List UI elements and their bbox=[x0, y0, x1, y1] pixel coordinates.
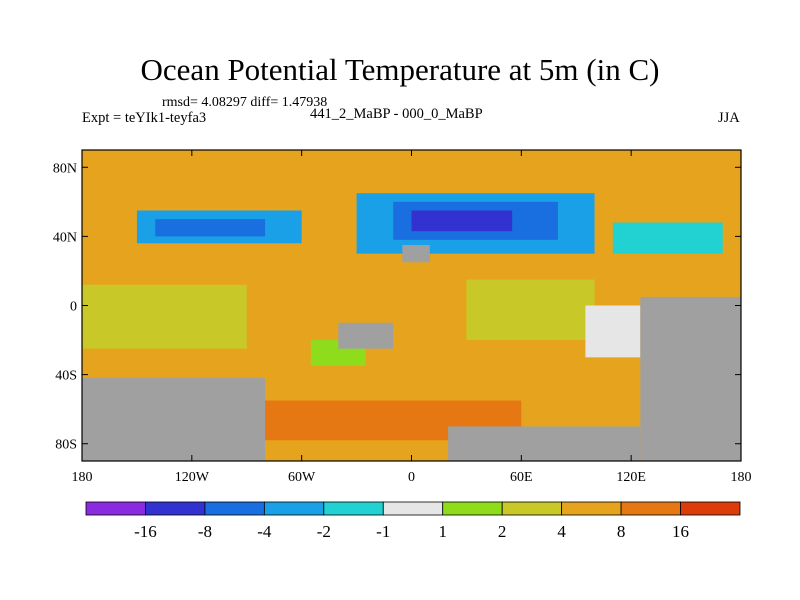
colorbar-swatch bbox=[145, 501, 206, 516]
colorbar-label: 4 bbox=[557, 522, 566, 541]
colorbar-swatch bbox=[442, 501, 503, 516]
map-frame: 180 120W 60W 0 60E 120E 180 80N 40N 0 40S 80S bbox=[53, 149, 752, 485]
rmsd-diff-stats: rmsd= 4.08297 diff= 1.47938 bbox=[162, 95, 328, 110]
x-tick-label: 120W bbox=[175, 470, 210, 485]
colorbar-label: -2 bbox=[317, 522, 331, 541]
colorbar-label: -8 bbox=[198, 522, 212, 541]
x-tick-label: 180 bbox=[731, 470, 752, 485]
land-europe-patch bbox=[402, 245, 430, 263]
colorbar-swatch bbox=[382, 501, 444, 516]
map-field bbox=[82, 150, 741, 461]
colorbar-swatch bbox=[501, 501, 563, 516]
y-tick-label: 80S bbox=[55, 438, 77, 453]
comparison-label: 441_2_MaBP - 000_0_MaBP bbox=[310, 106, 483, 122]
season-label: JJA bbox=[718, 110, 740, 126]
region-east-pacific-cool bbox=[612, 222, 723, 254]
colorbar-swatch bbox=[263, 501, 325, 516]
experiment-label: Expt = teYIk1-teyfa3 bbox=[82, 110, 207, 126]
region-north-pacific-core bbox=[155, 219, 266, 237]
region-tropical-yellow-east bbox=[466, 279, 595, 341]
chart-title: Ocean Potential Temperature at 5m (in C) bbox=[140, 52, 660, 87]
x-tick-label: 0 bbox=[408, 470, 415, 485]
region-south-indian-white bbox=[585, 305, 641, 358]
x-tick-label: 120E bbox=[616, 470, 646, 485]
region-north-polar-band bbox=[82, 150, 741, 189]
x-tick-label: 60W bbox=[288, 470, 316, 485]
colorbar-swatch bbox=[561, 501, 622, 516]
colorbar-label: 2 bbox=[498, 522, 507, 541]
colorbar-swatch bbox=[323, 501, 384, 516]
colorbar-label: -4 bbox=[257, 522, 272, 541]
y-tick-label: 40S bbox=[55, 369, 77, 384]
colorbar-swatch bbox=[85, 501, 146, 516]
colorbar-label: 1 bbox=[438, 522, 447, 541]
y-tick-label: 0 bbox=[70, 300, 77, 315]
colorbar-label: -16 bbox=[134, 522, 157, 541]
land-antarctic bbox=[448, 426, 641, 461]
land-africa-patch bbox=[338, 322, 394, 349]
x-tick-label: 180 bbox=[72, 470, 93, 485]
x-tick-label: 60E bbox=[510, 470, 533, 485]
region-north-atlantic-coldest bbox=[411, 210, 513, 232]
colorbar: -16 -8 -4 -2 -1 1 2 4 8 16 bbox=[85, 501, 741, 541]
colorbar-label: 8 bbox=[617, 522, 626, 541]
y-tick-label: 80N bbox=[53, 161, 77, 176]
colorbar-swatch bbox=[620, 501, 681, 516]
colorbar-label: 16 bbox=[672, 522, 689, 541]
y-tick-label: 40N bbox=[53, 230, 77, 245]
land-south-america-pacific bbox=[82, 378, 266, 461]
land-australia-east bbox=[640, 296, 741, 461]
colorbar-label: -1 bbox=[376, 522, 390, 541]
region-tropical-yellow-west bbox=[82, 284, 247, 349]
colorbar-swatch bbox=[680, 501, 741, 516]
colorbar-swatch bbox=[204, 501, 265, 516]
